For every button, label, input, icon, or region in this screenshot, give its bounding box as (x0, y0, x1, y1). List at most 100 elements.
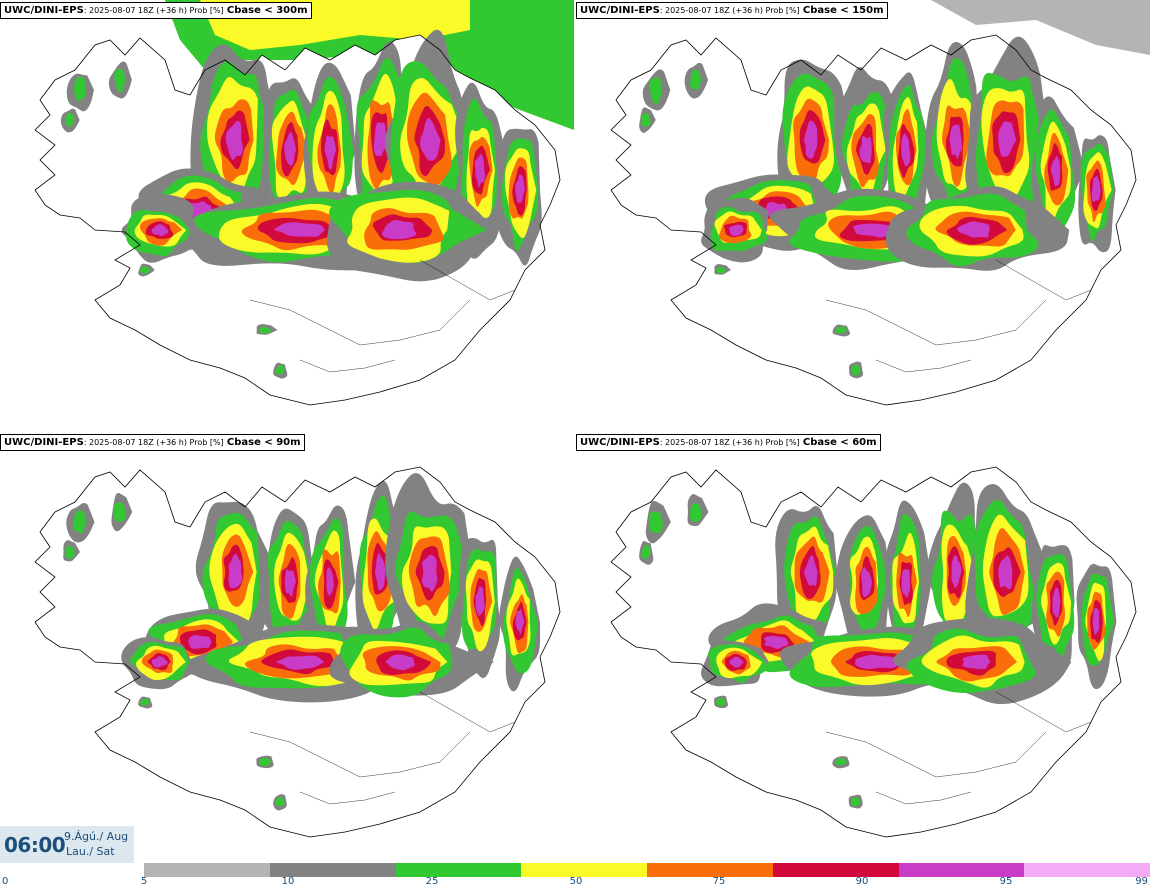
probability-area (850, 797, 861, 807)
contour-line (875, 359, 972, 373)
colorbar-segment (144, 863, 270, 877)
probability-area (114, 502, 126, 522)
probability-area (275, 364, 285, 375)
probability-area (258, 757, 271, 767)
probability-area (275, 796, 285, 807)
colorbar-segment (521, 863, 647, 877)
colorbar-segment (898, 863, 1025, 877)
probability-area (72, 510, 87, 534)
probability-area (804, 555, 818, 586)
probability-area (804, 120, 818, 159)
probability-map (610, 0, 1150, 406)
colorbar-segment (395, 863, 522, 877)
map-panel-60m: UWC/DINI-EPS: 2025-08-07 18Z (+36 h) Pro… (576, 432, 1150, 862)
colorbar-tick-label: 90 (855, 876, 869, 887)
probability-area (151, 224, 169, 237)
probability-area (729, 224, 744, 237)
colorbar-tick-label: 10 (281, 876, 295, 887)
contour-line (419, 259, 516, 301)
contour-line (299, 359, 396, 373)
contour-line (825, 299, 1047, 346)
probability-area (998, 121, 1017, 157)
probability-area (225, 120, 243, 160)
probability-area (901, 133, 911, 167)
map-layer (34, 0, 574, 406)
probability-area (151, 656, 168, 668)
colorbar-segment (269, 863, 396, 877)
probability-area (65, 113, 75, 127)
probability-map (34, 0, 574, 406)
probability-area (641, 544, 651, 560)
probability-area (834, 758, 848, 766)
map-layer (34, 466, 561, 838)
probability-area (375, 553, 386, 591)
probability-area (648, 511, 663, 534)
probability-area (73, 76, 87, 102)
probability-area (276, 655, 325, 670)
probability-area (1050, 155, 1061, 187)
field-name: Cbase < 150m (802, 5, 884, 16)
probability-area (274, 222, 326, 237)
probability-area (957, 221, 990, 238)
colorbar-segment (772, 863, 899, 877)
probability-area (851, 364, 861, 376)
colorbar-tick-label: 0 (2, 876, 9, 887)
map-panel-300m: UWC/DINI-EPS: 2025-08-07 18Z (+36 h) Pro… (0, 0, 574, 430)
probability-area (649, 77, 663, 104)
panel-title: UWC/DINI-EPS: 2025-08-07 18Z (+36 h) Pro… (576, 434, 881, 451)
coastline (610, 34, 1137, 406)
probability-area (373, 122, 386, 157)
contour-line (249, 299, 471, 346)
probability-area (690, 69, 702, 91)
map-layer (610, 0, 1150, 406)
colorbar-tick-label: 95 (999, 876, 1013, 887)
map-panel-150m: UWC/DINI-EPS: 2025-08-07 18Z (+36 h) Pro… (576, 0, 1150, 430)
probability-area (962, 654, 991, 670)
probability-area (284, 569, 296, 597)
probability-area (855, 654, 901, 669)
model-name: UWC/DINI-EPS (4, 437, 84, 448)
probability-area (860, 567, 873, 598)
run-info: : 2025-08-07 18Z (+36 h) Prob [%] (83, 438, 224, 447)
contour-line (249, 731, 471, 778)
probability-area (284, 131, 297, 166)
contour-line (825, 731, 1047, 778)
probability-area (716, 697, 726, 707)
contour-line (995, 691, 1092, 733)
probability-area (716, 267, 726, 274)
valid-time: 06:00 (4, 833, 66, 857)
probability-area (859, 136, 872, 164)
probability-area (951, 555, 962, 589)
probability-area (931, 0, 1150, 55)
probability-area (385, 654, 415, 671)
field-name: Cbase < 300m (226, 5, 308, 16)
probability-area (949, 124, 962, 160)
colorbar-tick-label: 75 (712, 876, 726, 887)
contour-line (299, 791, 396, 805)
probability-area (474, 154, 486, 188)
probability-area (1092, 607, 1100, 636)
probability-area (901, 569, 911, 598)
probability-area (259, 327, 271, 334)
valid-weekday: Lau./ Sat (66, 845, 115, 858)
run-info: : 2025-08-07 18Z (+36 h) Prob [%] (659, 438, 800, 447)
probability-area (729, 656, 744, 668)
probability-area (515, 174, 525, 204)
coastline (34, 466, 561, 838)
valid-time-box: 06:00 9.Ágú./ Aug Lau./ Sat (0, 826, 134, 863)
probability-area (1052, 587, 1061, 618)
probability-area (515, 608, 525, 635)
coastline (610, 466, 1137, 838)
contour-line (995, 259, 1092, 301)
probability-area (1091, 175, 1101, 202)
probability-area (690, 503, 702, 523)
model-name: UWC/DINI-EPS (580, 437, 660, 448)
probability-area (641, 113, 651, 127)
colorbar-tick-label: 50 (569, 876, 583, 887)
valid-date: 9.Ágú./ Aug (64, 830, 129, 843)
model-name: UWC/DINI-EPS (4, 5, 84, 16)
panel-title: UWC/DINI-EPS: 2025-08-07 18Z (+36 h) Pro… (0, 2, 312, 19)
probability-area (475, 586, 485, 617)
probability-map (610, 466, 1137, 838)
probability-area (228, 554, 243, 589)
